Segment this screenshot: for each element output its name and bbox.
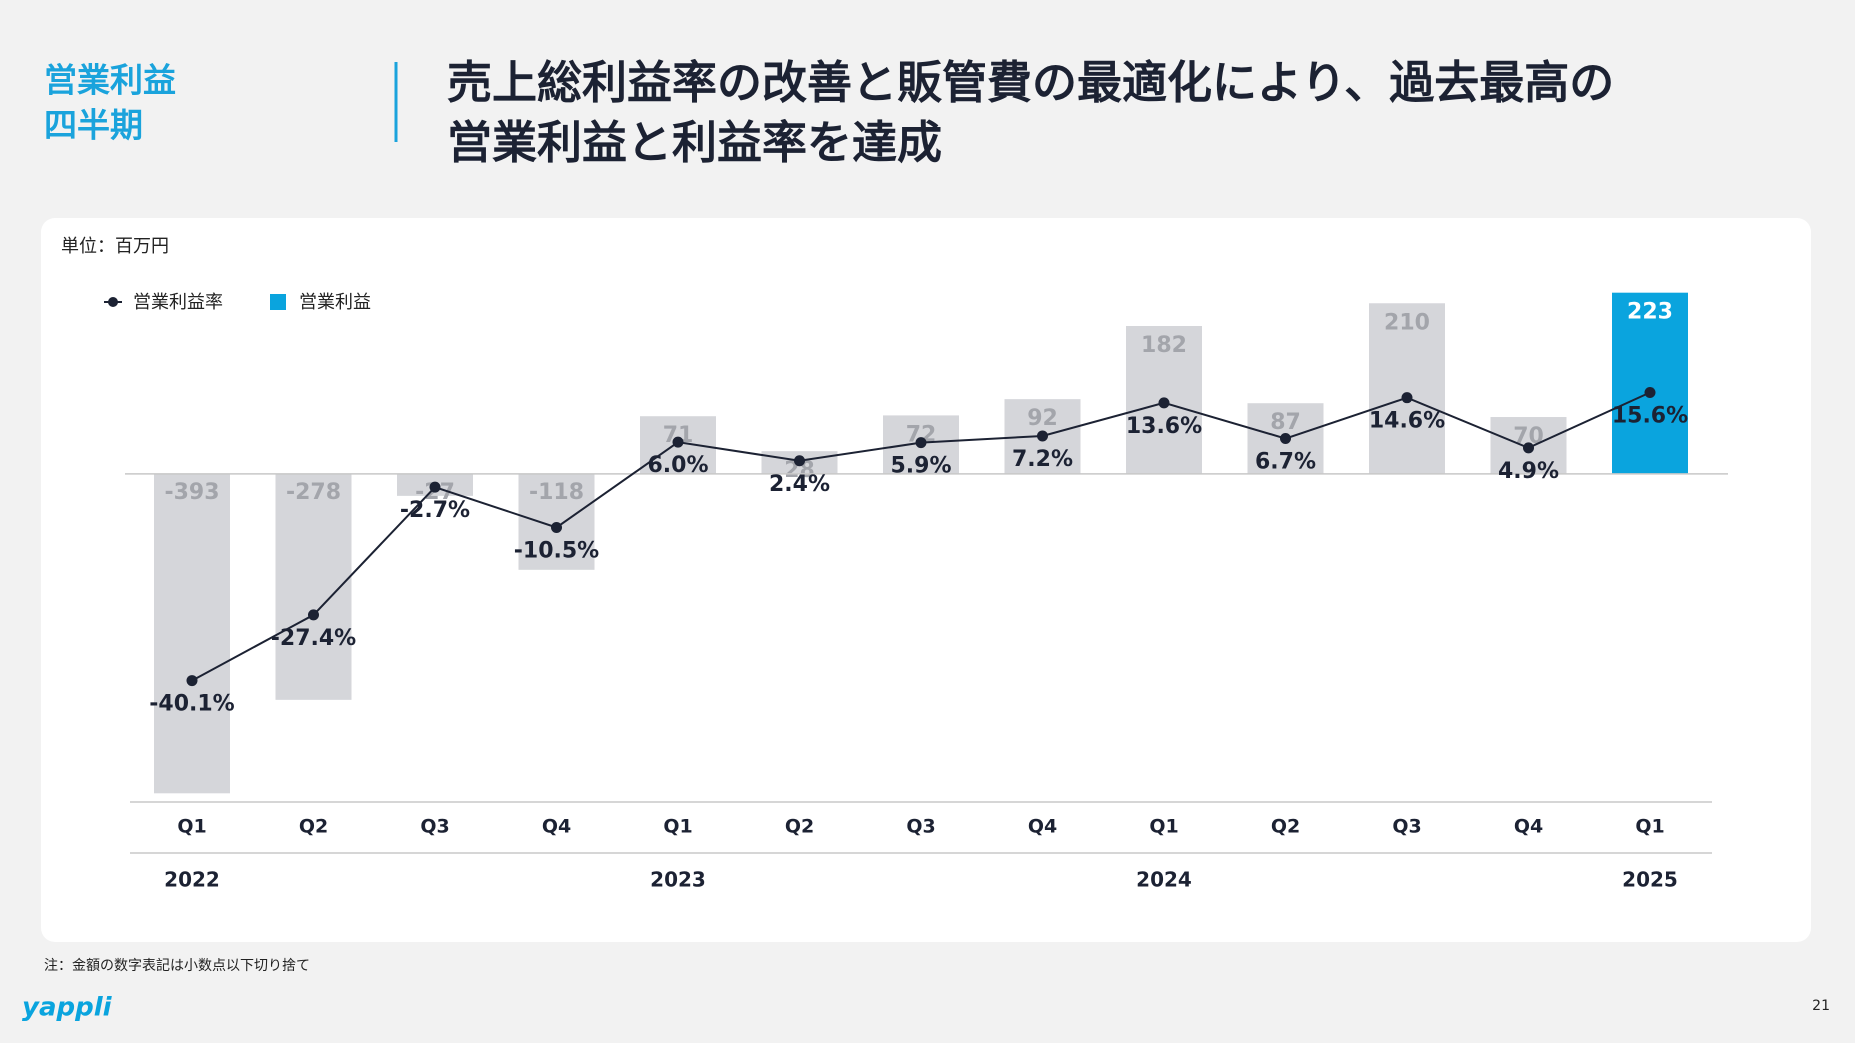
bar-value-label: -278 bbox=[286, 480, 341, 505]
line-point bbox=[794, 455, 805, 467]
line-value-label: 4.9% bbox=[1498, 459, 1559, 484]
x-tick-label: Q2 bbox=[1271, 816, 1300, 838]
line-value-label: -40.1% bbox=[149, 692, 234, 717]
line-value-label: -10.5% bbox=[514, 538, 599, 563]
footnote: 注：金額の数字表記は小数点以下切り捨て bbox=[44, 957, 310, 974]
line-value-label: 5.9% bbox=[890, 454, 951, 479]
line-point bbox=[915, 437, 927, 449]
bar bbox=[1369, 303, 1445, 474]
chart-panel bbox=[41, 218, 1811, 942]
headline: 営業利益と利益率を達成 bbox=[447, 116, 942, 169]
headline: 売上総利益率の改善と販管費の最適化により、過去最高の bbox=[447, 56, 1614, 109]
line-point bbox=[308, 609, 319, 621]
line-point bbox=[1523, 442, 1534, 454]
x-group-label: 2025 bbox=[1622, 868, 1678, 892]
line-point bbox=[1401, 392, 1413, 404]
x-group-label: 2022 bbox=[164, 868, 220, 892]
line-point bbox=[1037, 430, 1048, 442]
bar-value-label: -118 bbox=[529, 480, 584, 505]
line-point bbox=[1158, 397, 1170, 409]
line-point bbox=[1280, 433, 1291, 445]
bar-value-label: 92 bbox=[1027, 406, 1058, 431]
line-value-label: 14.6% bbox=[1369, 409, 1445, 434]
bar bbox=[1612, 292, 1688, 474]
section-label: 営業利益 bbox=[44, 61, 176, 100]
line-value-label: 2.4% bbox=[769, 472, 830, 497]
line-value-label: 13.6% bbox=[1126, 414, 1202, 439]
bar-value-label: 223 bbox=[1627, 300, 1673, 325]
bar bbox=[154, 473, 230, 794]
line-point bbox=[186, 675, 198, 687]
bar-value-label: 182 bbox=[1141, 333, 1187, 358]
legend-label: 営業利益率 bbox=[133, 292, 223, 313]
legend-swatch bbox=[270, 294, 286, 310]
unit-label: 単位：百万円 bbox=[61, 236, 169, 257]
line-point bbox=[429, 481, 441, 493]
x-tick-label: Q2 bbox=[299, 816, 328, 838]
x-group-label: 2023 bbox=[650, 868, 706, 892]
x-tick-label: Q1 bbox=[1149, 816, 1178, 838]
x-tick-label: Q4 bbox=[1028, 816, 1057, 838]
bar bbox=[518, 473, 595, 570]
line-value-label: 15.6% bbox=[1612, 404, 1688, 429]
legend-label: 営業利益 bbox=[299, 292, 371, 313]
line-value-label: 7.2% bbox=[1012, 447, 1073, 472]
line-point bbox=[1644, 387, 1656, 399]
bar-value-label: 87 bbox=[1270, 410, 1301, 435]
line-value-label: 6.7% bbox=[1255, 450, 1316, 475]
bar-value-label: 210 bbox=[1384, 310, 1430, 335]
line-value-label: -2.7% bbox=[400, 498, 470, 523]
legend-marker bbox=[108, 297, 118, 307]
page-number: 21 bbox=[1812, 998, 1830, 1014]
x-tick-label: Q4 bbox=[1514, 816, 1543, 838]
line-point bbox=[551, 521, 562, 533]
x-tick-label: Q1 bbox=[1635, 816, 1664, 838]
line-value-label: -27.4% bbox=[271, 626, 356, 651]
x-tick-label: Q2 bbox=[785, 816, 814, 838]
x-tick-label: Q3 bbox=[1392, 816, 1421, 838]
x-tick-label: Q4 bbox=[542, 816, 571, 838]
line-point bbox=[672, 436, 684, 448]
logo: yappli bbox=[22, 993, 113, 1023]
line-value-label: 6.0% bbox=[647, 453, 708, 478]
section-label: 四半期 bbox=[44, 106, 143, 145]
x-tick-label: Q3 bbox=[420, 816, 449, 838]
x-tick-label: Q1 bbox=[663, 816, 692, 838]
x-tick-label: Q3 bbox=[906, 816, 935, 838]
bar-value-label: -393 bbox=[164, 480, 219, 505]
x-tick-label: Q1 bbox=[177, 816, 206, 838]
x-group-label: 2024 bbox=[1136, 868, 1192, 892]
